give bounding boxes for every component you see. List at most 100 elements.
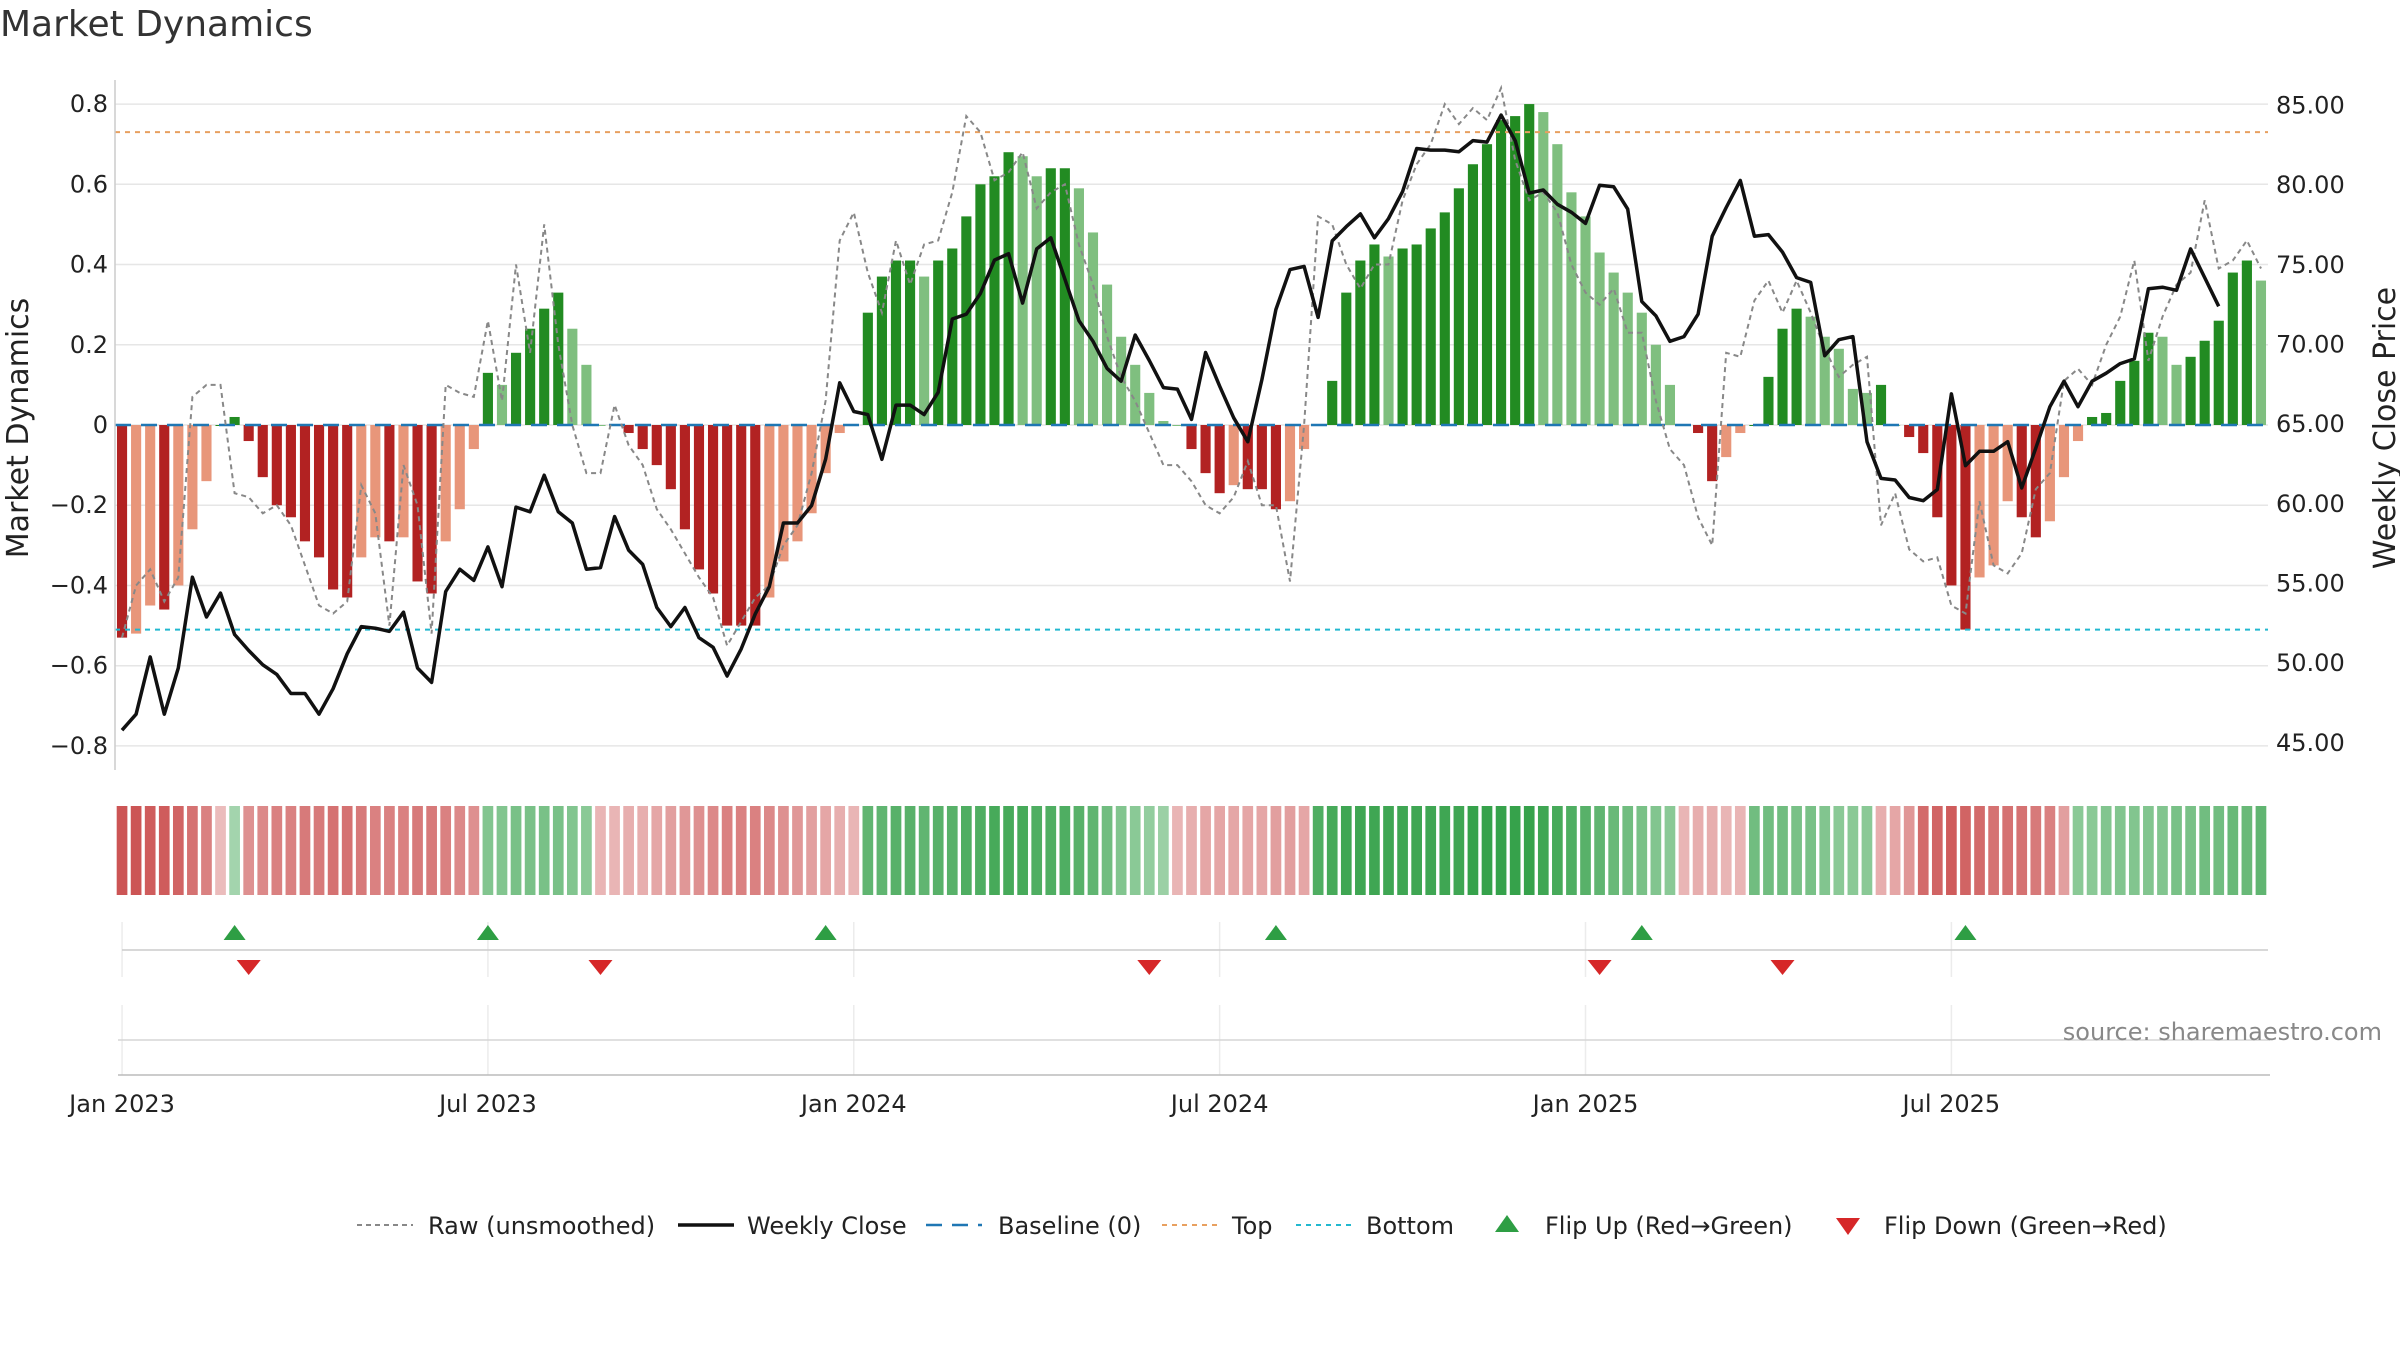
- regime-cell: [1143, 806, 1155, 895]
- bar: [328, 425, 339, 590]
- regime-cell: [454, 806, 466, 895]
- regime-cell: [201, 806, 212, 895]
- bar: [1650, 344, 1661, 425]
- regime-cell: [1861, 806, 1873, 895]
- bar: [510, 352, 522, 425]
- bar: [933, 260, 944, 425]
- flip-up-icon: [1495, 1215, 1519, 1232]
- regime-cell: [1580, 806, 1591, 895]
- legend-item: Flip Up (Red→Green): [1495, 1212, 1793, 1240]
- regime-cell: [1720, 806, 1732, 895]
- bar: [581, 364, 592, 425]
- bar: [637, 425, 648, 450]
- regime-cell: [820, 806, 831, 895]
- legend-label: Flip Down (Green→Red): [1884, 1212, 2167, 1240]
- y-tick-label: −0.2: [50, 491, 108, 519]
- source-credit: source: sharemaestro.com: [2063, 1018, 2382, 1046]
- bar: [834, 425, 845, 434]
- regime-cell: [215, 806, 226, 895]
- bar: [876, 276, 887, 425]
- bar: [257, 425, 268, 478]
- bar: [1875, 384, 1887, 425]
- bar: [159, 425, 170, 610]
- regime-cell: [1552, 806, 1563, 895]
- bar: [947, 248, 958, 425]
- bar: [313, 425, 325, 558]
- bar: [440, 425, 451, 542]
- regime-cell: [1200, 806, 1211, 895]
- regime-cell: [327, 806, 339, 895]
- regime-cell: [1045, 806, 1057, 895]
- regime-cell: [1847, 806, 1859, 895]
- bar: [1453, 188, 1464, 425]
- regime-cell: [904, 806, 916, 895]
- regime-cell: [946, 806, 958, 895]
- bar: [1524, 104, 1535, 426]
- regime-cell: [1636, 806, 1648, 895]
- regime-cell: [749, 806, 761, 895]
- flip-up-marker: [1630, 925, 1653, 940]
- y2-tick-label: 60.00: [2276, 490, 2345, 518]
- regime-cell: [1988, 806, 1999, 895]
- bar: [1073, 188, 1084, 425]
- regime-cell: [1214, 806, 1225, 895]
- regime-cell: [341, 806, 353, 895]
- regime-cell: [1523, 806, 1535, 895]
- regime-cell: [313, 806, 325, 895]
- bar: [1130, 364, 1141, 425]
- bar: [1777, 328, 1788, 425]
- flip-down-marker: [236, 960, 261, 975]
- regime-cell: [271, 806, 283, 895]
- regime-cell: [2002, 806, 2014, 895]
- flip-down-marker: [1137, 960, 1162, 975]
- y-tick-label: 0.8: [70, 90, 108, 118]
- bar: [919, 276, 930, 425]
- regime-cell: [1284, 806, 1296, 895]
- bar: [1411, 244, 1422, 425]
- y2-tick-label: 55.00: [2276, 570, 2345, 598]
- legend-label: Bottom: [1366, 1212, 1454, 1240]
- regime-cell: [1369, 806, 1380, 895]
- bar: [1003, 152, 1014, 426]
- flip-marker-panel: [121, 922, 2268, 977]
- regime-cell: [1917, 806, 1929, 895]
- regime-cell: [651, 806, 663, 895]
- regime-cell: [1340, 806, 1352, 895]
- legend-item: Raw (unsmoothed): [357, 1212, 655, 1240]
- regime-cell: [1186, 806, 1197, 895]
- legend-item: Flip Down (Green→Red): [1836, 1212, 2167, 1240]
- bar: [1819, 336, 1830, 425]
- regime-cell: [2114, 806, 2126, 895]
- regime-cell: [932, 806, 944, 895]
- regime-cell: [693, 806, 705, 895]
- regime-cell: [1439, 806, 1451, 895]
- bar: [750, 425, 761, 626]
- bar: [1369, 244, 1380, 425]
- regime-cell: [2058, 806, 2070, 895]
- regime-cell: [595, 806, 606, 895]
- regime-cell: [144, 806, 156, 895]
- bar: [961, 216, 972, 425]
- regime-cell: [538, 806, 550, 895]
- regime-cell: [2241, 806, 2253, 895]
- bar: [2171, 364, 2182, 425]
- bar: [398, 425, 409, 538]
- flip-down-icon: [1836, 1218, 1860, 1235]
- regime-cell: [848, 806, 860, 895]
- bar: [1622, 292, 1633, 425]
- regime-cell: [1242, 806, 1254, 895]
- regime-cell: [1298, 806, 1310, 895]
- regime-cell: [581, 806, 592, 895]
- regime-cell: [806, 806, 817, 895]
- bar: [145, 425, 156, 606]
- bar: [426, 425, 437, 594]
- regime-cell: [440, 806, 452, 895]
- bar: [342, 425, 353, 598]
- regime-cell: [665, 806, 677, 895]
- regime-cell: [1833, 806, 1845, 895]
- regime-cell: [243, 806, 255, 895]
- regime-cell: [1495, 806, 1507, 895]
- regime-cell: [735, 806, 747, 895]
- regime-cell: [1425, 806, 1437, 895]
- bar: [1552, 144, 1563, 426]
